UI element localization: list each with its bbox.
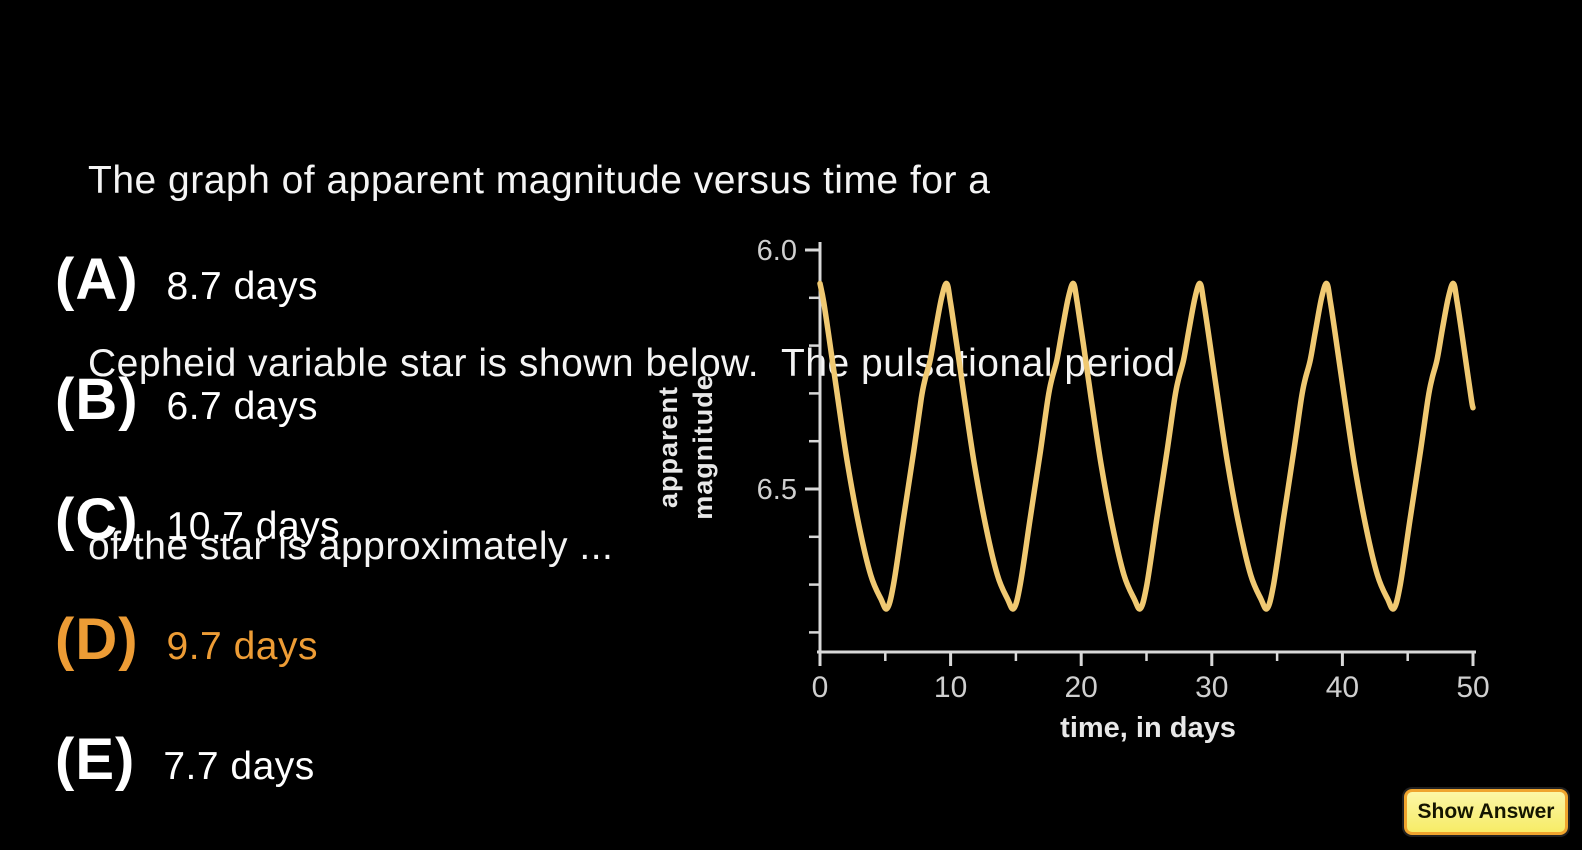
option-e[interactable]: (E) 7.7 days (55, 726, 315, 793)
option-a-letter: (A) (55, 247, 139, 312)
x-tick-label: 50 (1456, 671, 1489, 704)
option-c-letter: (C) (55, 487, 139, 552)
answer-options: (A) 8.7 days (B) 6.7 days (C) 10.7 days … (55, 246, 615, 836)
option-e-text: 7.7 days (163, 745, 315, 788)
option-e-letter: (E) (55, 727, 136, 792)
question-line-1: The graph of apparent magnitude versus t… (88, 159, 991, 202)
option-d-selected[interactable]: (D) 9.7 days (55, 606, 318, 673)
x-tick-label: 40 (1326, 671, 1359, 704)
x-axis-title: time, in days (1060, 712, 1236, 744)
option-a[interactable]: (A) 8.7 days (55, 246, 318, 313)
option-d-text: 9.7 days (166, 625, 318, 668)
option-b[interactable]: (B) 6.7 days (55, 366, 318, 433)
option-c[interactable]: (C) 10.7 days (55, 486, 340, 553)
option-b-text: 6.7 days (166, 385, 318, 428)
option-c-text: 10.7 days (166, 505, 341, 548)
x-tick-label: 0 (812, 671, 829, 704)
x-tick-label: 20 (1065, 671, 1098, 704)
option-b-letter: (B) (55, 367, 139, 432)
x-tick-label: 10 (934, 671, 967, 704)
question-line-3: of the star is approximately ... (88, 525, 614, 568)
show-answer-label: Show Answer (1417, 800, 1555, 823)
x-tick-label: 30 (1195, 671, 1228, 704)
option-a-text: 8.7 days (166, 265, 318, 308)
show-answer-button[interactable]: Show Answer (1404, 789, 1568, 835)
option-d-letter: (D) (55, 607, 139, 672)
